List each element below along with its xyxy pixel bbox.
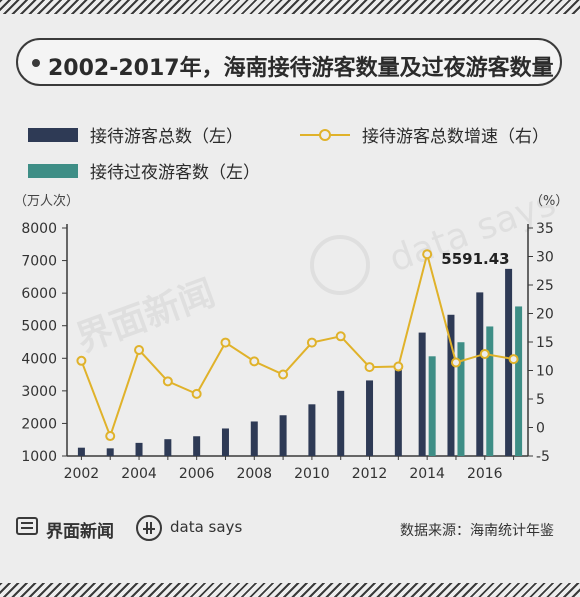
legend-overnight-label: 接待过夜游客数（左） xyxy=(90,163,260,183)
growth-point xyxy=(450,357,461,368)
left-tick-label: 4000 xyxy=(21,351,57,367)
bar-total xyxy=(366,380,374,456)
x-tick-label: 2012 xyxy=(352,466,388,482)
title-box: 2002-2017年，海南接待游客数量及过夜游客数量 xyxy=(16,38,562,86)
x-tick-label: 2008 xyxy=(236,466,272,482)
left-tick-label: 6000 xyxy=(21,286,57,302)
legend-overnight: 接待过夜游客数（左） xyxy=(28,158,260,183)
x-tick-label: 2006 xyxy=(179,466,215,482)
bar-overnight xyxy=(457,342,465,456)
bar-total xyxy=(135,442,143,456)
growth-point xyxy=(393,361,404,372)
bar-total xyxy=(308,404,316,456)
chart-title: 2002-2017年，海南接待游客数量及过夜游客数量 xyxy=(48,56,554,81)
x-tick-label: 2002 xyxy=(64,466,100,482)
growth-point xyxy=(220,337,231,348)
footer-data-says: data says xyxy=(170,518,243,536)
x-tick-label: 2004 xyxy=(121,466,157,482)
left-tick-label: 7000 xyxy=(21,254,57,270)
right-tick-label: 20 xyxy=(536,307,554,323)
right-tick-label: 35 xyxy=(536,221,554,237)
bar-total xyxy=(106,448,114,456)
right-axis-unit: （%） xyxy=(530,194,569,209)
x-tick-label: 2016 xyxy=(467,466,503,482)
bar-total xyxy=(505,268,513,456)
bar-overnight xyxy=(515,306,523,456)
legend-growth-label: 接待游客总数增速（右） xyxy=(362,127,549,147)
bottom-hatch-border xyxy=(0,583,580,597)
bar-total xyxy=(418,332,426,456)
growth-point xyxy=(278,369,289,380)
growth-point xyxy=(422,249,433,260)
growth-point xyxy=(105,431,116,442)
top-hatch-border xyxy=(0,0,580,14)
legend-total-label: 接待游客总数（左） xyxy=(90,127,243,147)
bar-overnight xyxy=(486,326,494,456)
legend-total: 接待游客总数（左） xyxy=(28,122,243,147)
bar-total xyxy=(476,292,484,456)
watermark-brand: 界面新闻 xyxy=(71,273,220,361)
right-tick-label: -5 xyxy=(536,449,550,465)
bar-total xyxy=(279,415,287,456)
growth-point xyxy=(306,337,317,348)
legend-overnight-swatch xyxy=(28,163,78,178)
right-tick-label: 5 xyxy=(536,392,545,408)
bar-total xyxy=(337,390,345,456)
left-tick-label: 8000 xyxy=(21,221,57,237)
bar-overnight xyxy=(428,356,436,456)
growth-point xyxy=(162,376,173,387)
right-tick-label: 10 xyxy=(536,364,554,380)
bar-total xyxy=(394,368,402,456)
bullet-dot xyxy=(32,59,40,67)
left-tick-label: 2000 xyxy=(21,416,57,432)
data-says-logo-icon xyxy=(136,515,162,541)
left-tick-label: 1000 xyxy=(21,449,57,465)
bar-total xyxy=(447,314,455,456)
growth-point xyxy=(479,348,490,359)
footer-source: 数据来源：海南统计年鉴 xyxy=(400,523,554,539)
bar-total xyxy=(193,436,201,456)
left-axis-unit: （万人次） xyxy=(14,194,80,209)
growth-point xyxy=(364,362,375,373)
x-tick-label: 2014 xyxy=(409,466,445,482)
right-tick-label: 0 xyxy=(536,421,545,437)
watermark-logo-icon xyxy=(310,235,370,295)
jiemian-logo-icon xyxy=(16,517,38,535)
bar-total xyxy=(77,447,85,456)
growth-point xyxy=(76,355,87,366)
right-tick-label: 25 xyxy=(536,278,554,294)
right-tick-label: 30 xyxy=(536,250,554,266)
growth-point xyxy=(249,356,260,367)
x-tick-label: 2010 xyxy=(294,466,330,482)
growth-point xyxy=(335,331,346,342)
bar-total xyxy=(164,439,172,456)
growth-point xyxy=(191,388,202,399)
left-tick-label: 3000 xyxy=(21,384,57,400)
legend-growth: 接待游客总数增速（右） xyxy=(300,122,549,147)
value-annotation: 5591.43 xyxy=(441,250,509,268)
footer-brand: 界面新闻 xyxy=(46,522,114,542)
growth-line xyxy=(80,250,514,440)
legend-total-swatch xyxy=(28,127,78,142)
bar-total xyxy=(250,421,258,456)
growth-point xyxy=(134,344,145,355)
left-tick-label: 5000 xyxy=(21,319,57,335)
growth-point xyxy=(508,354,519,365)
right-tick-label: 15 xyxy=(536,335,554,351)
bar-total xyxy=(221,428,229,456)
legend-growth-swatch xyxy=(300,128,350,142)
